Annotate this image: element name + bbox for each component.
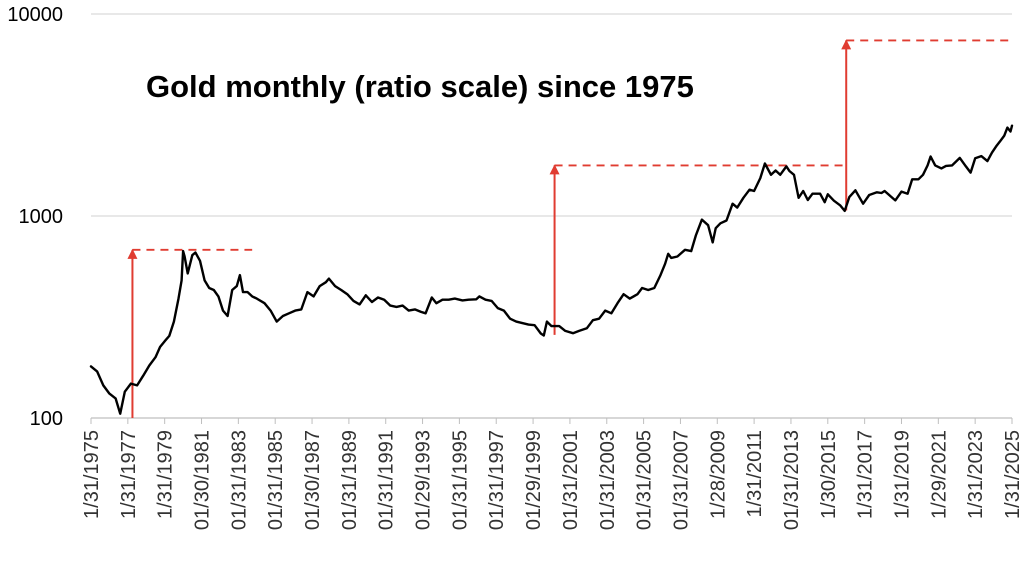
y-tick-label: 10000	[7, 4, 63, 26]
x-axis-ticks: 1/31/1975 1/31/1977 1/31/1979 01/30/1981 01/…	[81, 418, 1024, 530]
series-layer	[89, 124, 1014, 415]
grid-lines	[91, 13, 1012, 419]
x-tick-label: 01/31/2005	[634, 430, 656, 530]
x-tick-label: 01/29/1999	[523, 430, 545, 530]
x-tick-label: 01/31/1989	[339, 430, 361, 530]
x-tick-label: 01/31/1997	[486, 430, 508, 530]
x-tick-label: 01/31/2001	[560, 430, 582, 530]
x-tick-label: 01/31/1985	[265, 430, 287, 530]
y-tick-label: 1000	[19, 206, 64, 228]
x-tick-label: 1/31/2025	[1002, 430, 1024, 519]
annotations	[127, 39, 1012, 418]
x-tick-label: 01/31/2003	[597, 430, 619, 530]
chart-title: Gold monthly (ratio scale) since 1975	[146, 69, 694, 104]
x-tick-label: 1/31/2011	[744, 430, 766, 518]
x-tick-label: 01/31/1991	[376, 430, 398, 530]
x-tick-label: 01/29/1993	[413, 430, 435, 530]
x-tick-label: 01/30/1987	[302, 430, 324, 530]
x-tick-label: 01/30/1981	[192, 430, 214, 530]
y-axis-ticks: 100 1000 10000	[7, 4, 63, 430]
x-tick-label: 1/31/2023	[965, 430, 987, 519]
x-tick-label: 01/31/1983	[228, 430, 250, 530]
x-tick-label: 1/30/2015	[818, 430, 840, 519]
x-tick-label: 1/29/2021	[928, 430, 950, 519]
x-tick-label: 01/31/1995	[449, 430, 471, 530]
x-tick-label: 1/31/2017	[855, 430, 877, 519]
x-tick-label: 01/31/2013	[781, 430, 803, 530]
gold-price-line	[89, 124, 1014, 415]
x-tick-label: 1/31/1977	[118, 430, 140, 519]
x-tick-label: 1/31/1979	[155, 430, 177, 519]
x-tick-label: 1/28/2009	[707, 430, 729, 519]
y-tick-label: 100	[30, 408, 63, 430]
x-tick-label: 1/31/2019	[891, 430, 913, 519]
x-tick-label: 01/31/2007	[670, 430, 692, 530]
x-tick-label: 1/31/1975	[81, 430, 103, 519]
